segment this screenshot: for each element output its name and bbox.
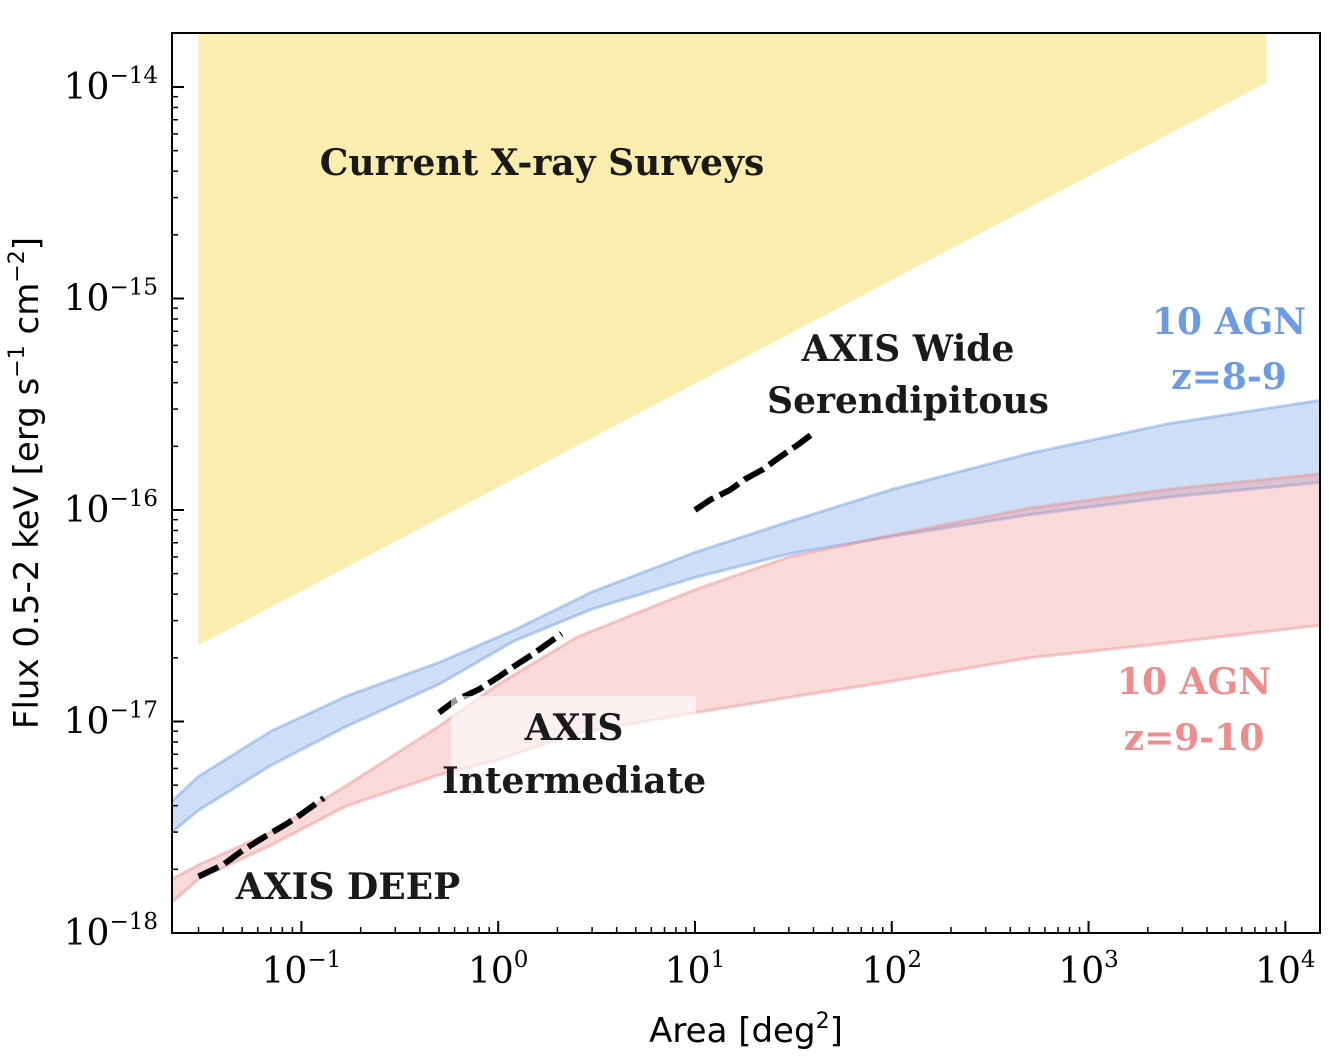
x-tick-label: 101 xyxy=(665,947,725,992)
axis-wide-track xyxy=(693,429,818,513)
axis-deep-track xyxy=(197,795,326,880)
axis-ticks: 10−1 100 101 102 103 104 10−18 10−17 10−16 10−15 1… xyxy=(64,63,1316,992)
agn-z89-band-lower-edge xyxy=(172,480,1320,834)
agn-z89-band xyxy=(172,400,1320,833)
intermediate-label-box xyxy=(451,696,696,800)
current-surveys-band xyxy=(198,33,1267,645)
axis-wide-label-2: Serendipitous xyxy=(767,380,1049,422)
y-tick-label: 10−16 xyxy=(64,486,158,531)
axis-intermediate-label-1: AXIS xyxy=(524,707,624,749)
x-tick-label: 100 xyxy=(468,947,528,992)
x-tick-label: 102 xyxy=(862,947,922,992)
y-tick-label: 10−15 xyxy=(64,274,158,319)
axis-deep-label: AXIS DEEP xyxy=(235,866,460,908)
agn-z89-label-1: 10 AGN xyxy=(1152,301,1306,343)
x-tick-label: 10−1 xyxy=(262,947,342,992)
x-tick-label: 104 xyxy=(1255,947,1315,992)
x-tick-label: 103 xyxy=(1058,947,1118,992)
axis-intermediate-label-2: Intermediate xyxy=(442,760,706,802)
agn-z910-band xyxy=(172,474,1320,903)
y-tick-label: 10−17 xyxy=(64,697,158,742)
agn-z910-label-2: z=9-10 xyxy=(1124,717,1265,759)
agn-z910-label-1: 10 AGN xyxy=(1117,661,1271,703)
current-surveys-label: Current X-ray Surveys xyxy=(320,142,764,184)
agn-z89-label-2: z=8-9 xyxy=(1171,356,1287,398)
plot-frame xyxy=(171,32,1321,934)
y-tick-label: 10−14 xyxy=(64,63,158,108)
x-axis-label: Area [deg2] xyxy=(649,1009,843,1051)
y-axis-label: Flux 0.5-2 keV [erg s−1 cm−2] xyxy=(5,237,47,729)
agn-z89-band-upper-edge xyxy=(172,398,1320,803)
plot-area xyxy=(172,33,1320,904)
axis-wide-label-1: AXIS Wide xyxy=(801,328,1015,370)
agn-z910-band-upper-edge xyxy=(172,472,1320,881)
annotations: Current X-ray Surveys AXIS Wide Serendipit… xyxy=(235,142,1306,908)
y-tick-label: 10−18 xyxy=(64,909,158,954)
